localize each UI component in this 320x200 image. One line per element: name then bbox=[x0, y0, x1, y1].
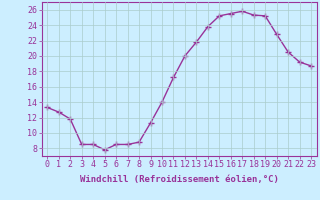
X-axis label: Windchill (Refroidissement éolien,°C): Windchill (Refroidissement éolien,°C) bbox=[80, 175, 279, 184]
